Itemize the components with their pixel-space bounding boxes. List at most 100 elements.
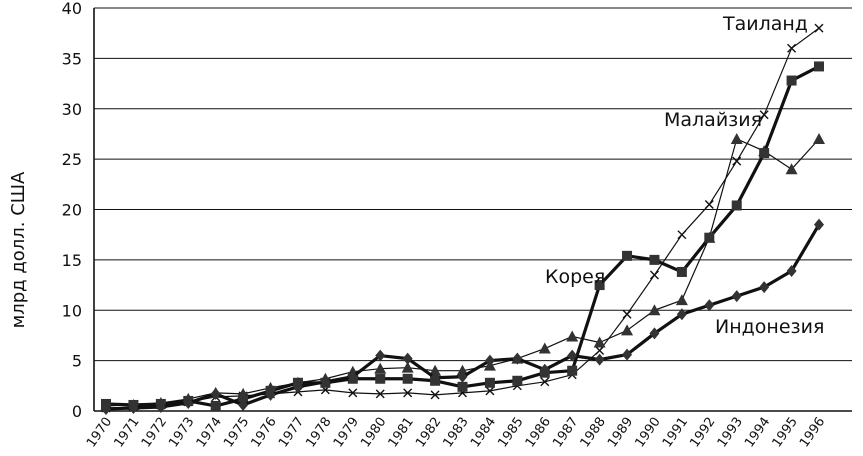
y-tick-label: 25 [62,150,82,169]
data-point [648,304,661,316]
data-point [731,200,742,211]
data-point [786,75,797,86]
data-point [320,375,331,388]
data-point [622,348,633,361]
data-point [402,352,413,365]
x-tick-label: 1979 [331,415,362,451]
data-point [430,371,441,384]
data-point [730,132,743,144]
gridlines [94,7,852,362]
data-point [567,349,578,362]
series-diamond [101,218,824,415]
data-point [538,342,551,354]
data-point [347,370,358,383]
x-tick-label: 1991 [660,415,691,451]
data-point [594,353,605,366]
y-tick-label: 15 [62,251,82,270]
data-point [429,364,442,376]
x-tick-label: 1990 [632,415,663,451]
x-tick-label: 1988 [578,415,609,451]
x-tick-label: 1972 [139,415,170,451]
y-tick-label: 30 [62,100,82,119]
data-point [622,309,632,319]
data-point [101,402,111,415]
data-point [704,299,715,312]
data-point [704,199,714,209]
data-point [759,148,770,159]
data-point [621,324,634,336]
data-point [675,294,688,306]
y-tick-label: 5 [72,352,82,371]
series-label-korea: Корея [545,266,605,288]
y-tick-label: 20 [62,201,82,220]
data-point [567,365,578,376]
data-point [348,388,358,398]
data-point [183,396,194,409]
data-point [430,390,440,400]
series-triangle [100,132,825,411]
data-point [593,336,606,348]
x-tick-label: 1993 [715,415,746,451]
data-point [759,281,770,294]
y-tick-labels: 0 5 10 15 20 25 30 35 40 [62,0,82,421]
data-point [676,266,687,277]
data-point [512,375,523,386]
x-tick-label: 1987 [550,415,581,451]
x-tick-label: 1975 [221,415,252,451]
x-tick-label: 1992 [687,415,718,451]
y-tick-label: 10 [62,301,82,320]
data-point [814,61,824,72]
data-point [292,380,303,393]
x-tick-label: 1982 [413,415,444,451]
data-point [484,354,495,367]
x-tick-label: 1977 [276,415,307,451]
x-tick-label: 1989 [605,415,636,451]
y-tick-label: 40 [62,0,82,18]
data-point [375,373,386,384]
x-tick-labels: 1970197119721973197419751976197719781979… [84,415,828,451]
data-point [484,377,495,388]
data-point [265,388,276,401]
data-point [594,280,605,291]
data-point [704,232,715,243]
data-point [539,363,550,376]
data-point [649,270,659,280]
data-point [814,23,824,33]
y-tick-label: 0 [72,402,82,421]
x-tick-label: 1981 [386,415,417,451]
x-tick-label: 1974 [194,415,225,451]
x-tick-label: 1971 [111,415,142,451]
data-point [402,373,413,384]
data-point [375,389,385,399]
data-point [676,308,687,321]
data-point [732,156,742,166]
data-point [238,398,249,411]
data-point [155,400,166,413]
data-point [456,364,469,376]
x-tick-label: 1970 [84,415,115,451]
data-point [210,387,221,400]
data-point [622,250,633,261]
y-tick-label: 35 [62,49,82,68]
data-point [374,362,387,374]
data-point [485,386,495,396]
data-point [731,290,742,303]
x-tick-label: 1995 [770,415,801,451]
data-point [457,370,468,383]
data-point [595,346,605,356]
data-point [403,388,413,398]
x-tick-label: 1976 [249,415,280,451]
data-point [401,361,414,373]
x-tick-label: 1973 [166,415,197,451]
series-label-indonesia: Индонезия [715,316,824,338]
data-point [210,400,221,411]
data-point [238,393,249,404]
x-tick-label: 1983 [441,415,472,451]
x-tick-label: 1996 [797,415,828,451]
x-tick-label: 1994 [742,415,773,451]
data-point [649,327,660,340]
data-point [786,264,797,277]
axes [93,8,852,412]
data-point [128,401,139,414]
